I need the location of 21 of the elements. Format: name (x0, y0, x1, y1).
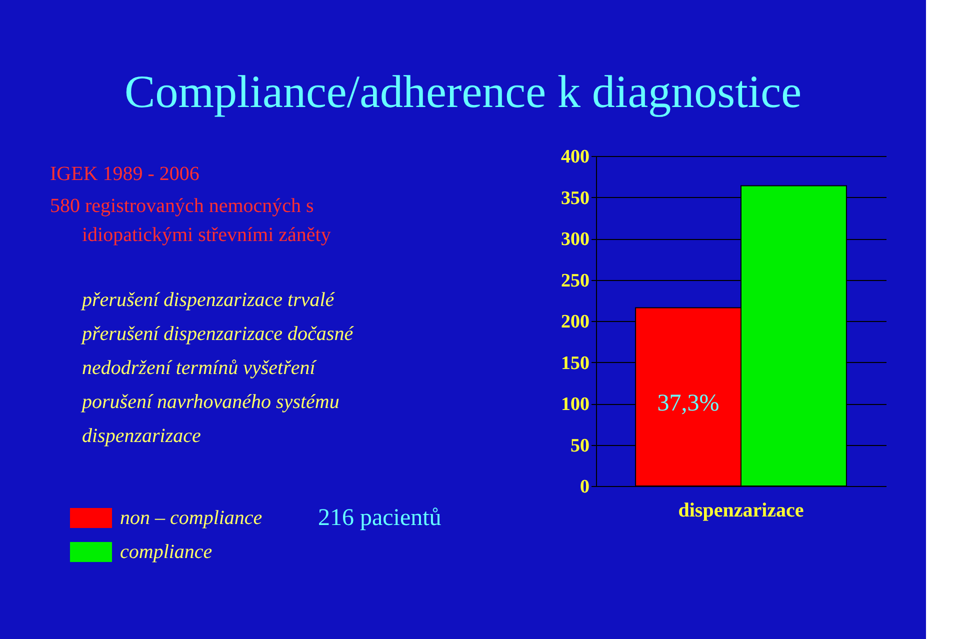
legend-label: compliance (120, 541, 212, 563)
y-tick-label: 300 (561, 229, 590, 250)
annotation: 37,3% (657, 390, 720, 416)
text: nedodržení termínů vyšetření (82, 357, 318, 379)
y-tick-label: 400 (561, 146, 590, 168)
chart-title: Compliance/adherence k diagnostice (124, 66, 802, 117)
y-tick-label: 350 (561, 188, 590, 209)
y-tick-label: 250 (561, 270, 590, 292)
text: přerušení dispenzarizace dočasné (80, 323, 354, 345)
y-tick-label: 0 (580, 476, 590, 498)
y-tick-label: 150 (561, 352, 590, 374)
y-tick-label: 100 (561, 394, 590, 415)
x-tick-label: dispenzarizace (678, 500, 804, 522)
text: IGEK 1989 - 2006 (50, 163, 200, 185)
y-tick-label: 50 (570, 435, 590, 456)
text: porušení navrhovaného systému dispenzarizace (80, 391, 340, 447)
text: 580 registrovaných nemocných s idiopatickými střevními záněty (50, 195, 331, 246)
text: přerušení dispenzarizace trvalé (80, 289, 336, 311)
legend-label: non – compliance (120, 507, 262, 529)
text: 216 pacientů (318, 505, 442, 531)
y-tick-label: 200 (561, 312, 590, 332)
